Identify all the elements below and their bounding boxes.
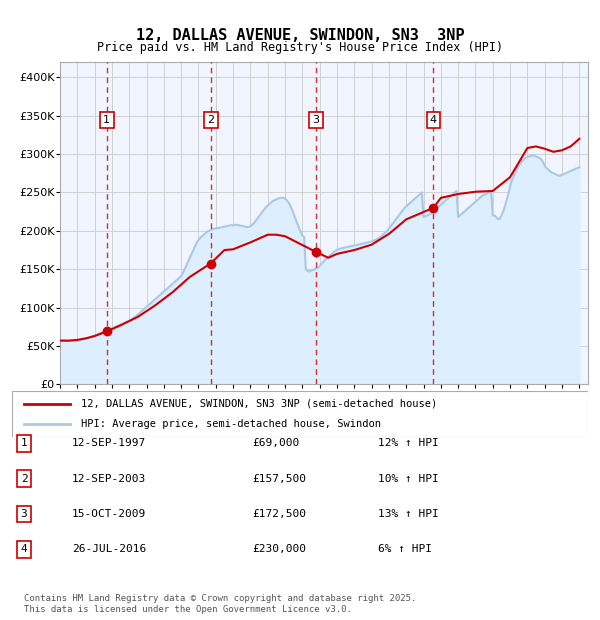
Text: £230,000: £230,000 (252, 544, 306, 554)
Text: 3: 3 (20, 509, 28, 519)
Text: 13% ↑ HPI: 13% ↑ HPI (378, 509, 439, 519)
Text: £172,500: £172,500 (252, 509, 306, 519)
Text: 4: 4 (430, 115, 437, 125)
Text: 12-SEP-2003: 12-SEP-2003 (72, 474, 146, 484)
Text: 3: 3 (313, 115, 320, 125)
Text: 12% ↑ HPI: 12% ↑ HPI (378, 438, 439, 448)
Text: 1: 1 (20, 438, 28, 448)
Text: 6% ↑ HPI: 6% ↑ HPI (378, 544, 432, 554)
Text: HPI: Average price, semi-detached house, Swindon: HPI: Average price, semi-detached house,… (81, 419, 381, 429)
FancyBboxPatch shape (12, 391, 588, 437)
Text: £157,500: £157,500 (252, 474, 306, 484)
Text: 26-JUL-2016: 26-JUL-2016 (72, 544, 146, 554)
Text: 10% ↑ HPI: 10% ↑ HPI (378, 474, 439, 484)
Text: 12-SEP-1997: 12-SEP-1997 (72, 438, 146, 448)
Text: 15-OCT-2009: 15-OCT-2009 (72, 509, 146, 519)
Text: 12, DALLAS AVENUE, SWINDON, SN3 3NP (semi-detached house): 12, DALLAS AVENUE, SWINDON, SN3 3NP (sem… (81, 399, 437, 409)
Text: 2: 2 (20, 474, 28, 484)
Text: Price paid vs. HM Land Registry's House Price Index (HPI): Price paid vs. HM Land Registry's House … (97, 41, 503, 54)
Text: 2: 2 (207, 115, 214, 125)
Text: 4: 4 (20, 544, 28, 554)
Text: 12, DALLAS AVENUE, SWINDON, SN3  3NP: 12, DALLAS AVENUE, SWINDON, SN3 3NP (136, 28, 464, 43)
Text: 1: 1 (103, 115, 110, 125)
Text: £69,000: £69,000 (252, 438, 299, 448)
Text: Contains HM Land Registry data © Crown copyright and database right 2025.
This d: Contains HM Land Registry data © Crown c… (24, 595, 416, 614)
